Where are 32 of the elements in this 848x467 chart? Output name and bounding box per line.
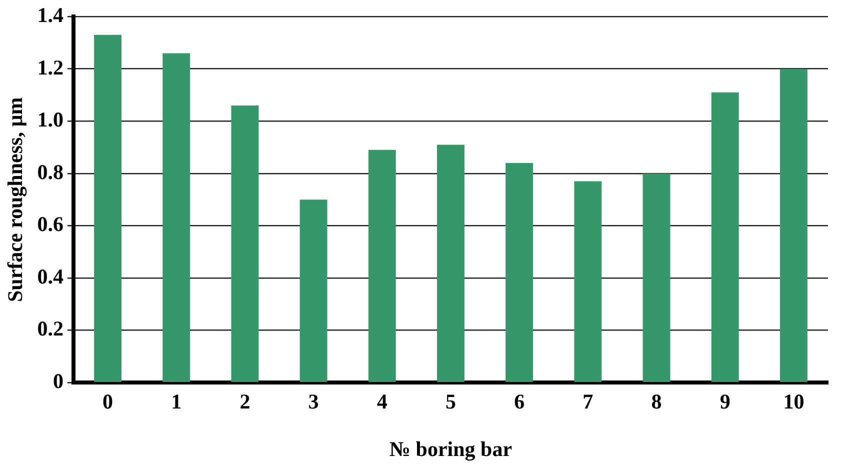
bar — [437, 144, 464, 382]
x-tick-label: 9 — [720, 390, 730, 414]
x-tick-label: 7 — [582, 390, 594, 414]
y-tick-label: 0.8 — [37, 160, 64, 184]
bar — [300, 200, 328, 382]
bar — [368, 150, 396, 382]
y-axis-title: Surface roughness, µm — [3, 96, 28, 302]
y-tick-label: 1.4 — [37, 3, 64, 28]
bar — [231, 105, 259, 382]
bar — [94, 34, 122, 382]
bar — [162, 53, 190, 382]
y-tick-label: 1.2 — [37, 55, 64, 80]
y-tick-label: 0.2 — [37, 316, 64, 341]
bar — [711, 92, 739, 382]
bar — [506, 163, 534, 382]
bar — [642, 173, 670, 382]
y-tick-label: 1.0 — [37, 108, 64, 132]
y-tick-label: 0.6 — [37, 212, 64, 236]
x-tick-label: 6 — [514, 390, 525, 414]
y-tick-label: 0 — [52, 369, 64, 394]
bar — [780, 68, 808, 382]
x-tick-label: 8 — [651, 390, 662, 414]
x-tick-label: 4 — [376, 390, 388, 414]
x-tick-label: 0 — [102, 390, 113, 414]
x-tick-label: 10 — [783, 390, 804, 414]
bar — [574, 181, 602, 382]
x-tick-label: 1 — [171, 390, 182, 414]
x-tick-label: 5 — [445, 390, 456, 414]
y-tick-label: 0.4 — [37, 264, 64, 288]
x-tick-label: 3 — [308, 390, 319, 414]
x-tick-label: 2 — [240, 390, 250, 414]
x-axis-title: № boring bar — [389, 436, 512, 461]
